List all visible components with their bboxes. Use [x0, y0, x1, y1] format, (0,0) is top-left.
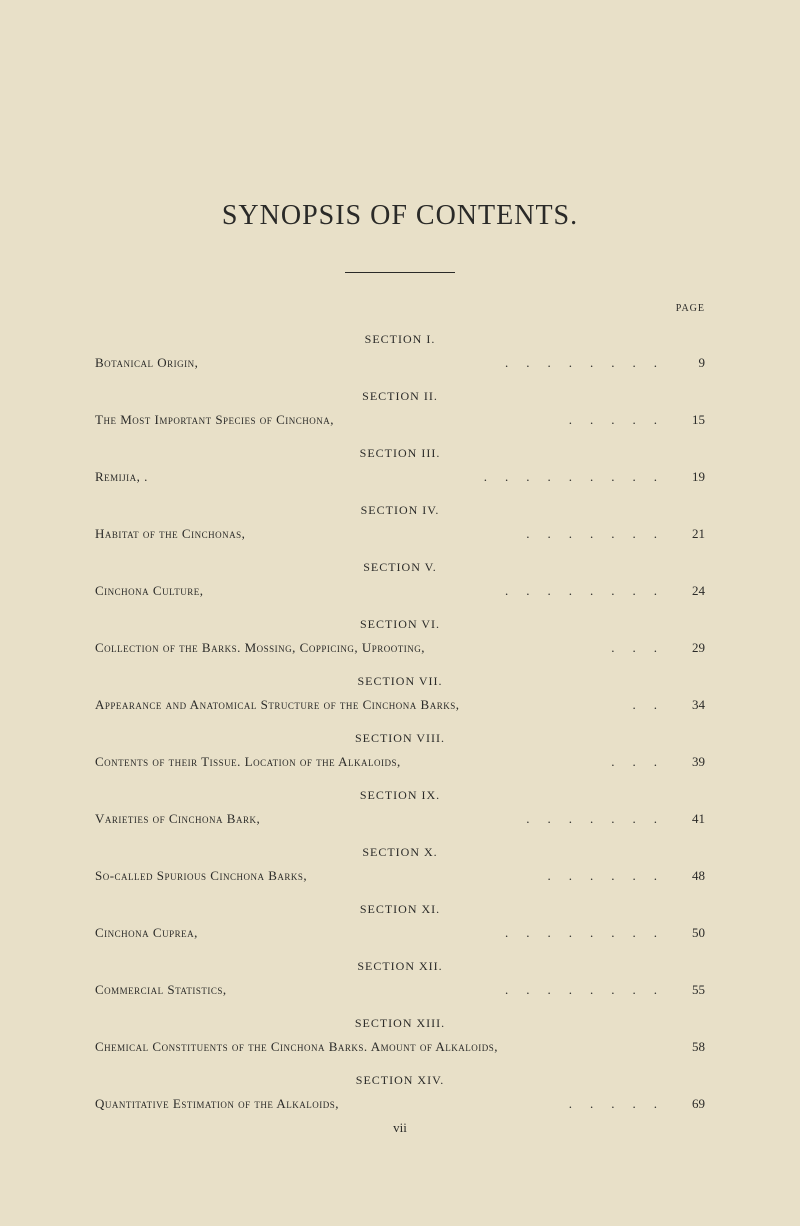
- section-block-6: SECTION VII. Appearance and Anatomical S…: [95, 674, 705, 713]
- entry-page: 29: [683, 640, 705, 656]
- leader-dots: .........: [148, 469, 683, 485]
- section-block-13: SECTION XIV. Quantitative Estimation of …: [95, 1073, 705, 1112]
- section-block-0: SECTION I. Botanical Origin, ........ 9: [95, 332, 705, 371]
- page-title: SYNOPSIS OF CONTENTS.: [95, 200, 705, 232]
- section-block-9: SECTION X. So-called Spurious Cinchona B…: [95, 845, 705, 884]
- toc-entry: Commercial Statistics, ........ 55: [95, 982, 705, 998]
- entry-page: 21: [683, 526, 705, 542]
- title-divider: [345, 272, 455, 273]
- entry-page: 48: [683, 868, 705, 884]
- entry-title: Chemical Constituents of the Cinchona Ba…: [95, 1039, 498, 1055]
- entry-page: 69: [683, 1096, 705, 1112]
- section-header: SECTION XI.: [95, 902, 705, 917]
- toc-entry: Collection of the Barks. Mossing, Coppic…: [95, 640, 705, 656]
- section-header: SECTION IV.: [95, 503, 705, 518]
- leader-dots: .....: [334, 412, 683, 428]
- entry-title: Remijia, .: [95, 469, 148, 485]
- entry-title: Quantitative Estimation of the Alkaloids…: [95, 1096, 339, 1112]
- section-header: SECTION VII.: [95, 674, 705, 689]
- entry-page: 19: [683, 469, 705, 485]
- toc-entry: Habitat of the Cinchonas, ....... 21: [95, 526, 705, 542]
- leader-dots: .......: [260, 811, 683, 827]
- entry-title: Botanical Origin,: [95, 355, 198, 371]
- section-block-5: SECTION VI. Collection of the Barks. Mos…: [95, 617, 705, 656]
- leader-dots: ........: [204, 583, 683, 599]
- toc-entry: Botanical Origin, ........ 9: [95, 355, 705, 371]
- leader-dots: ........: [198, 355, 683, 371]
- section-header: SECTION V.: [95, 560, 705, 575]
- section-block-7: SECTION VIII. Contents of their Tissue. …: [95, 731, 705, 770]
- toc-entry: Appearance and Anatomical Structure of t…: [95, 697, 705, 713]
- footer-page-number: vii: [95, 1120, 705, 1136]
- entry-title: Habitat of the Cinchonas,: [95, 526, 245, 542]
- entry-page: 34: [683, 697, 705, 713]
- leader-dots: ........: [227, 982, 683, 998]
- entry-title: Contents of their Tissue. Location of th…: [95, 754, 401, 770]
- section-header: SECTION II.: [95, 389, 705, 404]
- toc-entry: Remijia, . ......... 19: [95, 469, 705, 485]
- toc-entry: Varieties of Cinchona Bark, ....... 41: [95, 811, 705, 827]
- section-block-2: SECTION III. Remijia, . ......... 19: [95, 446, 705, 485]
- entry-title: Collection of the Barks. Mossing, Coppic…: [95, 640, 425, 656]
- section-header: SECTION III.: [95, 446, 705, 461]
- section-block-12: SECTION XIII. Chemical Constituents of t…: [95, 1016, 705, 1055]
- entry-page: 15: [683, 412, 705, 428]
- toc-entry: The Most Important Species of Cinchona, …: [95, 412, 705, 428]
- section-block-8: SECTION IX. Varieties of Cinchona Bark, …: [95, 788, 705, 827]
- entry-page: 41: [683, 811, 705, 827]
- leader-dots: ......: [307, 868, 683, 884]
- entry-page: 9: [683, 355, 705, 371]
- page-column-label: PAGE: [95, 303, 705, 314]
- toc-entry: Cinchona Culture, ........ 24: [95, 583, 705, 599]
- leader-dots: ..: [459, 697, 683, 713]
- entry-page: 50: [683, 925, 705, 941]
- toc-entry: Chemical Constituents of the Cinchona Ba…: [95, 1039, 705, 1055]
- entry-title: Appearance and Anatomical Structure of t…: [95, 697, 459, 713]
- section-block-1: SECTION II. The Most Important Species o…: [95, 389, 705, 428]
- entry-title: So-called Spurious Cinchona Barks,: [95, 868, 307, 884]
- section-header: SECTION IX.: [95, 788, 705, 803]
- section-header: SECTION XIII.: [95, 1016, 705, 1031]
- entry-page: 55: [683, 982, 705, 998]
- entry-page: 24: [683, 583, 705, 599]
- section-header: SECTION X.: [95, 845, 705, 860]
- leader-dots: .....: [339, 1096, 683, 1112]
- entry-page: 58: [683, 1039, 705, 1055]
- section-header: SECTION XII.: [95, 959, 705, 974]
- entry-title: Cinchona Cuprea,: [95, 925, 198, 941]
- section-block-11: SECTION XII. Commercial Statistics, ....…: [95, 959, 705, 998]
- leader-dots: .......: [245, 526, 683, 542]
- entry-title: Varieties of Cinchona Bark,: [95, 811, 260, 827]
- leader-dots: ........: [198, 925, 683, 941]
- section-header: SECTION VI.: [95, 617, 705, 632]
- toc-entry: Cinchona Cuprea, ........ 50: [95, 925, 705, 941]
- section-header: SECTION VIII.: [95, 731, 705, 746]
- toc-entry: Contents of their Tissue. Location of th…: [95, 754, 705, 770]
- section-header: SECTION I.: [95, 332, 705, 347]
- leader-dots: ...: [401, 754, 683, 770]
- section-header: SECTION XIV.: [95, 1073, 705, 1088]
- toc-entry: So-called Spurious Cinchona Barks, .....…: [95, 868, 705, 884]
- section-block-10: SECTION XI. Cinchona Cuprea, ........ 50: [95, 902, 705, 941]
- toc-entry: Quantitative Estimation of the Alkaloids…: [95, 1096, 705, 1112]
- entry-title: Cinchona Culture,: [95, 583, 204, 599]
- section-block-3: SECTION IV. Habitat of the Cinchonas, ..…: [95, 503, 705, 542]
- entry-title: The Most Important Species of Cinchona,: [95, 412, 334, 428]
- leader-dots: ...: [425, 640, 683, 656]
- section-block-4: SECTION V. Cinchona Culture, ........ 24: [95, 560, 705, 599]
- entry-title: Commercial Statistics,: [95, 982, 227, 998]
- entry-page: 39: [683, 754, 705, 770]
